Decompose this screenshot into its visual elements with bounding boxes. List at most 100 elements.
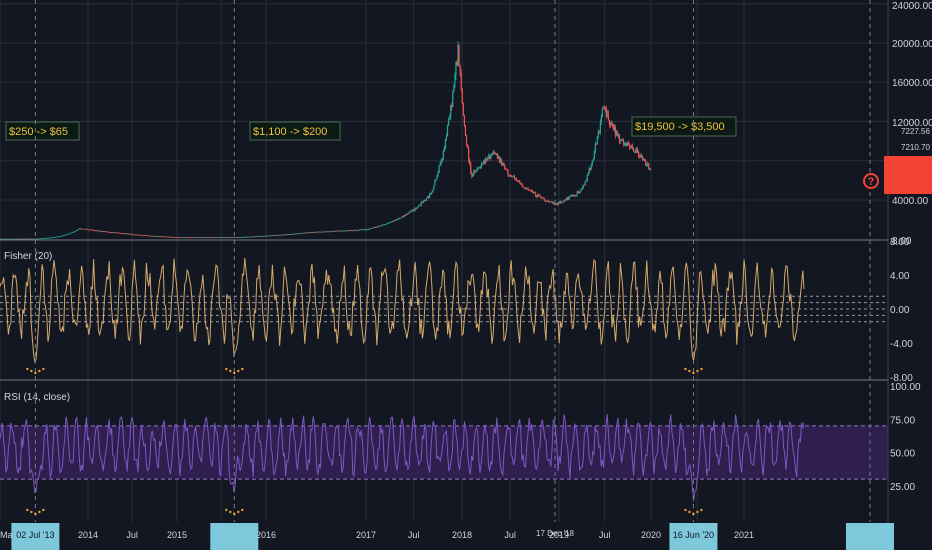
candle-body: [313, 231, 315, 233]
date-badge[interactable]: [210, 523, 259, 550]
candle-body: [483, 161, 486, 163]
help-icon[interactable]: ?: [863, 173, 879, 189]
date-badge[interactable]: [846, 523, 894, 550]
candle-body: [359, 229, 361, 231]
candle-body: [183, 237, 185, 239]
candle-body: [598, 132, 600, 133]
candle-body: [172, 236, 174, 238]
annotation-box[interactable]: $19,500 -> $3,500: [631, 116, 737, 137]
time-axis-label: Jul: [599, 530, 611, 540]
candle-body: [101, 231, 103, 232]
candle-body: [523, 187, 525, 188]
candle-body: [194, 237, 196, 239]
candle-body: [209, 237, 212, 239]
candle-body: [474, 170, 476, 172]
candle-body: [541, 197, 543, 199]
candle-body: [27, 238, 29, 240]
candle-body: [186, 237, 188, 239]
candle-body: [579, 190, 581, 193]
candle-body: [384, 224, 387, 226]
candle-body: [279, 234, 281, 236]
candle-body: [459, 65, 461, 74]
candle-body: [618, 135, 621, 142]
candle-body: [368, 229, 370, 231]
candle-body: [446, 125, 449, 137]
candle-body: [382, 224, 384, 226]
candle-body: [545, 201, 547, 203]
rsi-pane[interactable]: RSI (14, close): [0, 392, 888, 502]
candle-body: [450, 105, 452, 118]
price-pane[interactable]: $250 -> $65 $1,100 -> $200 $19,500 -> $3,5…: [0, 41, 737, 240]
fisher-pane[interactable]: Fisher (20): [0, 251, 888, 363]
candle-body: [460, 73, 462, 90]
rsi-tick-label: 100.00: [890, 382, 921, 393]
candle-body: [415, 207, 417, 209]
candle-body: [152, 235, 154, 237]
candle-body: [526, 187, 528, 189]
annotation-box[interactable]: $250 -> $65: [5, 121, 80, 141]
bottom-dot: [26, 367, 29, 371]
candle-body: [198, 237, 200, 239]
candle-body: [48, 237, 51, 239]
candle-body: [647, 163, 649, 166]
candle-body: [75, 230, 77, 232]
candle-body: [138, 234, 140, 236]
candle-body: [560, 201, 562, 203]
candle-body: [199, 237, 201, 239]
time-axis-label: Jul: [408, 530, 420, 540]
candle-body: [554, 204, 556, 205]
candle-body: [614, 127, 617, 136]
rsi-axis[interactable]: 100.00 75.00 50.00 25.00: [890, 382, 921, 493]
candle-body: [608, 120, 611, 125]
candle-body: [179, 237, 181, 239]
candle-body: [77, 229, 79, 231]
candle-body: [96, 230, 98, 232]
candle-body: [62, 235, 64, 237]
fisher-axis[interactable]: 8.00 4.00 0.00 -4.00 -8.00: [890, 237, 913, 384]
candle-body: [212, 237, 214, 239]
time-axis[interactable]: Mar2014Jul2015Jul20162017Jul2018Jul2019J…: [0, 522, 932, 550]
date-badge[interactable]: 16 Jun '20: [669, 523, 718, 550]
candle-body: [109, 231, 111, 233]
candle-body: [642, 157, 644, 161]
candle-body: [515, 179, 518, 181]
candle-body: [68, 233, 70, 235]
candle-body: [297, 233, 299, 235]
candle-body: [492, 151, 494, 155]
date-badge-background: [669, 523, 718, 550]
candle-body: [365, 229, 368, 231]
candle-body: [308, 232, 310, 234]
bottom-dot: [684, 367, 687, 371]
candle-body: [278, 234, 280, 236]
candle-body: [400, 217, 402, 219]
candle-body: [98, 230, 100, 232]
candle-body: [305, 232, 308, 234]
candle-body: [510, 175, 512, 177]
candle-body: [525, 187, 527, 190]
bottom-dot: [237, 510, 240, 514]
candle-body: [628, 144, 631, 148]
price-annotations[interactable]: $250 -> $65 $1,100 -> $200 $19,500 -> $3,5…: [5, 116, 737, 141]
date-badge[interactable]: 02 Jul '13: [11, 523, 60, 550]
candle-body: [516, 180, 519, 182]
price-axis[interactable]: 24000.00 20000.00 16000.00 12000.00 8.00 4000…: [892, 1, 932, 247]
candle-body: [271, 235, 274, 237]
candle-body: [97, 230, 99, 232]
candle-body: [423, 200, 425, 202]
candle-body: [31, 238, 33, 240]
candle-body: [267, 235, 269, 237]
candle-body: [47, 237, 49, 239]
candle-body: [201, 237, 203, 239]
price-right-label: 7210.70: [901, 143, 930, 152]
candle-body: [599, 121, 601, 133]
candle-body: [241, 236, 243, 238]
candle-body: [231, 237, 233, 239]
annotation-box[interactable]: $1,100 -> $200: [249, 121, 341, 141]
candle-body: [436, 175, 438, 180]
candle-body: [538, 194, 540, 196]
candle-body: [561, 201, 563, 203]
candle-body: [203, 237, 206, 239]
candle-body: [399, 217, 401, 219]
candle-body: [429, 193, 431, 199]
